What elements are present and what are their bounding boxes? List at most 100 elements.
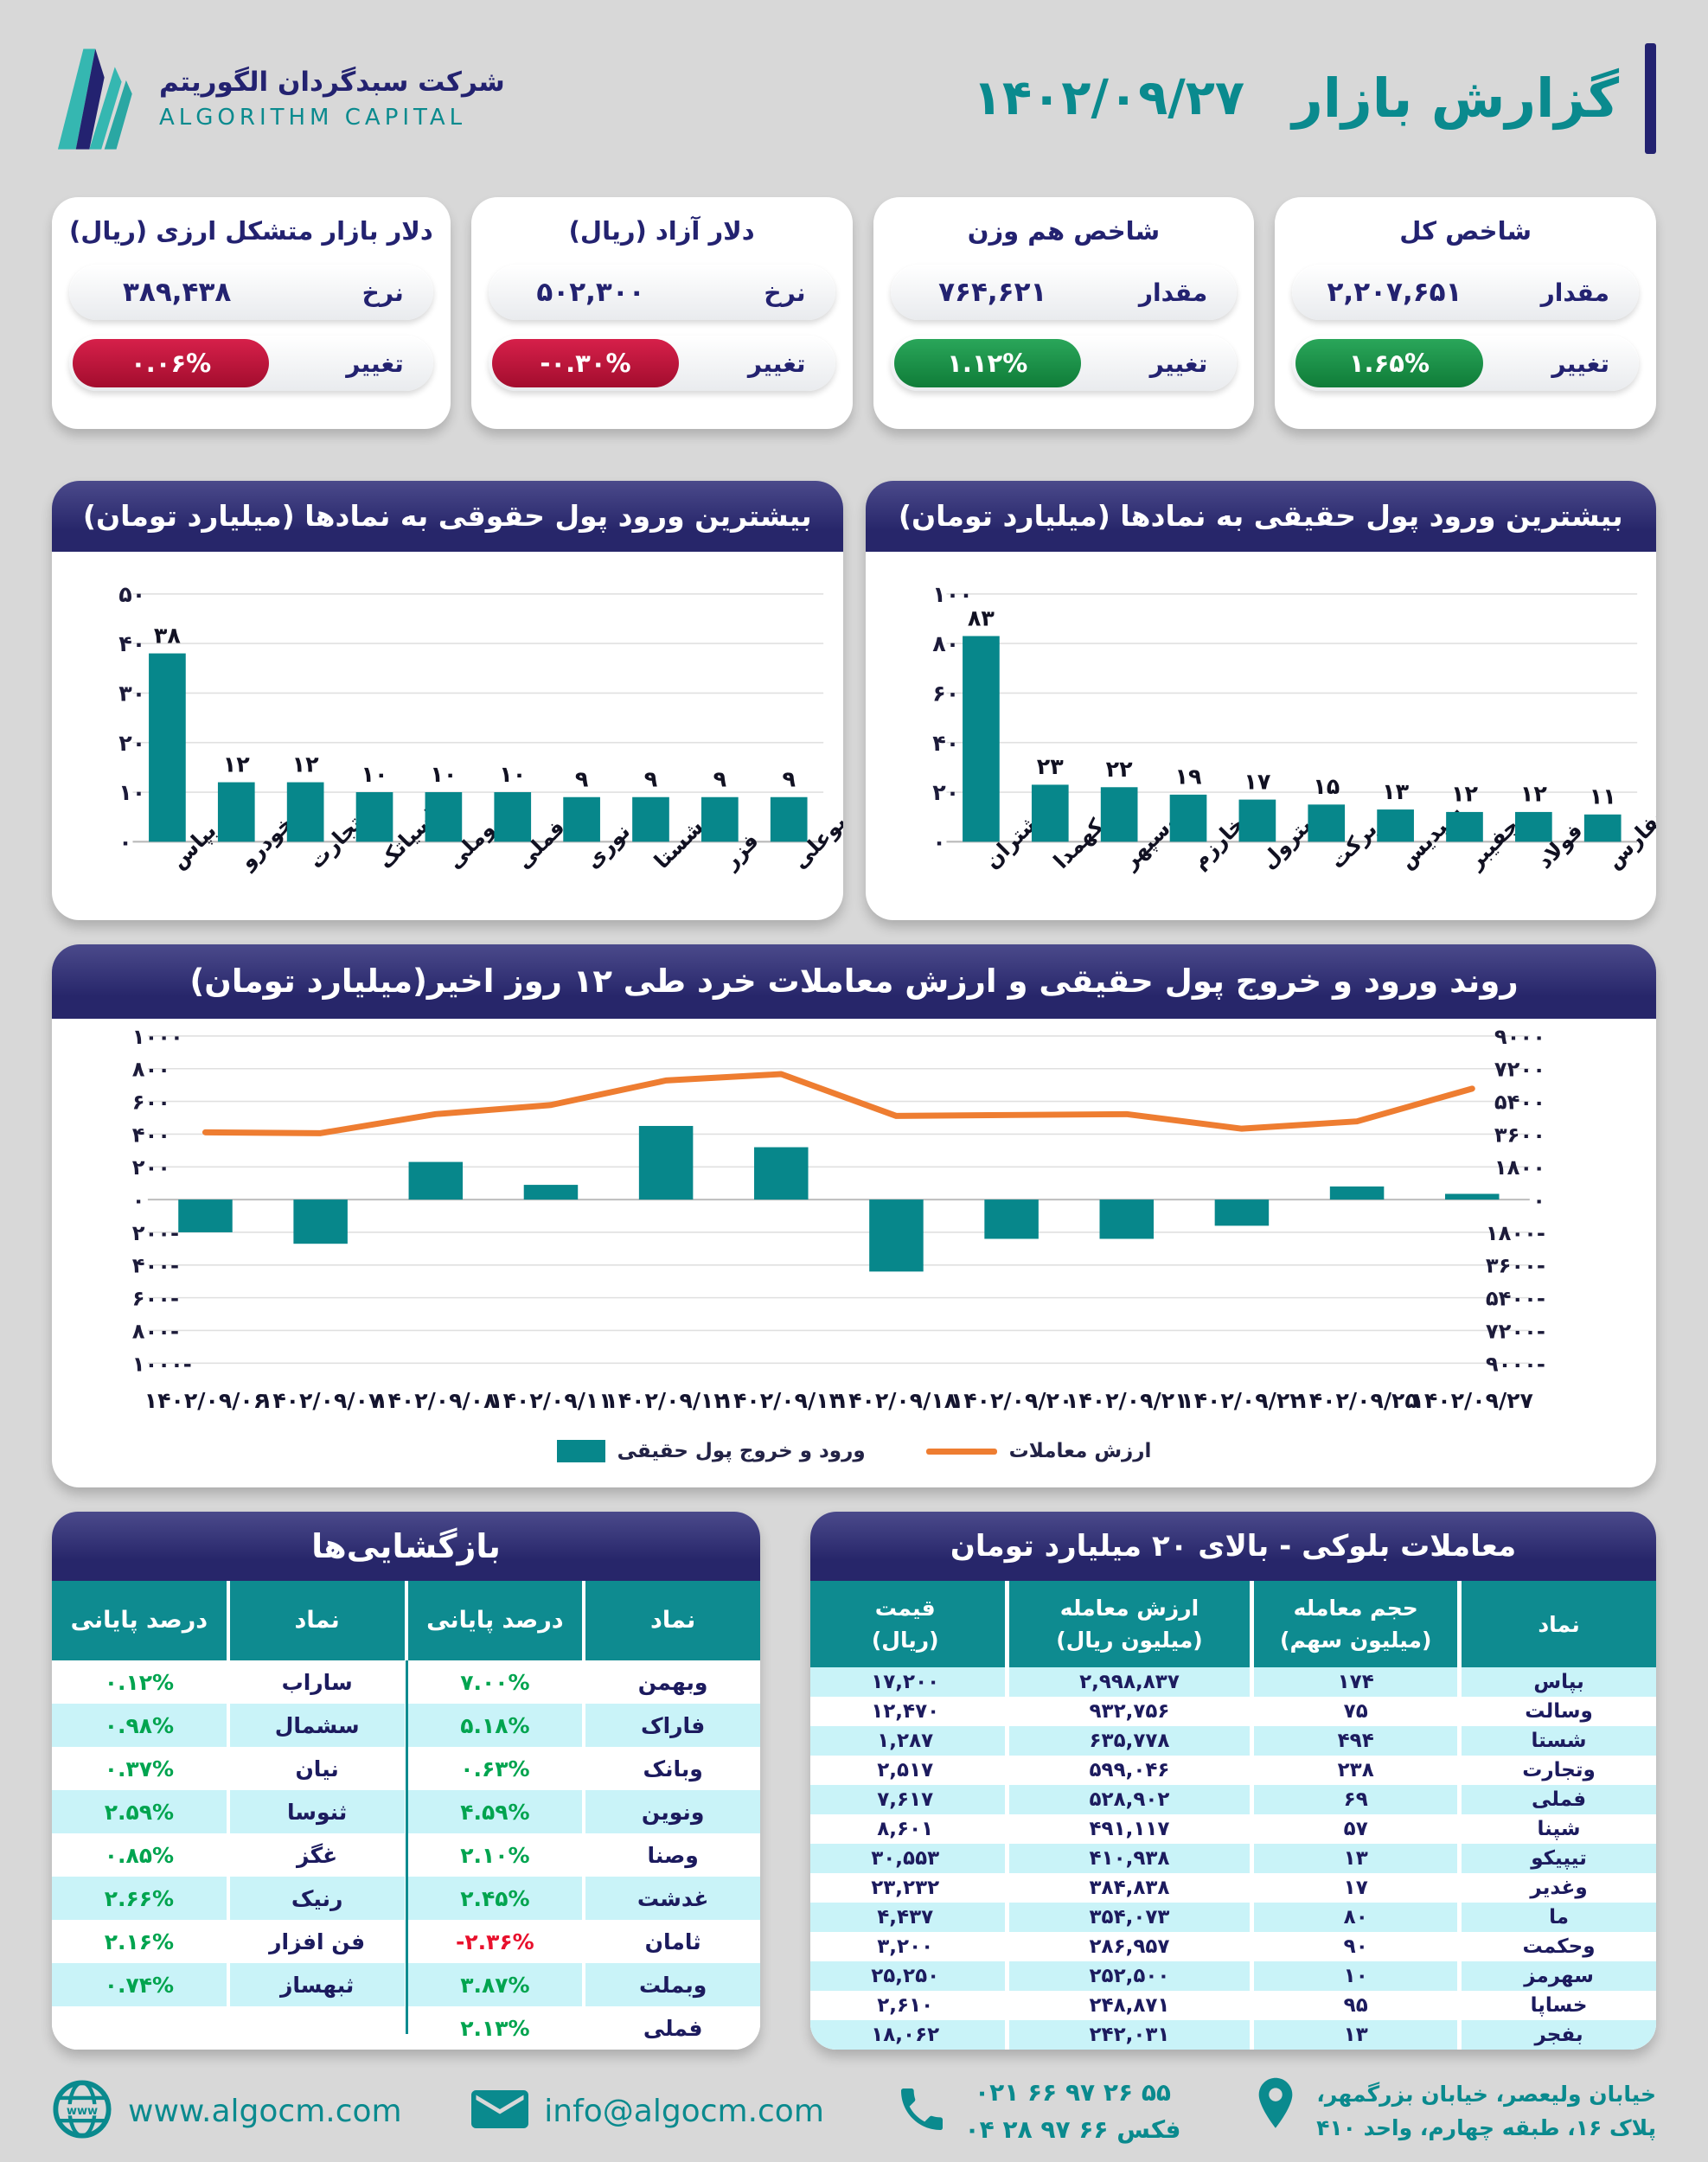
stat-change-badge: -۰.۳۰% xyxy=(491,339,680,387)
trend-bar xyxy=(754,1147,809,1200)
stat-value: ۷۶۴,۶۲۱ xyxy=(938,277,1047,308)
website-url[interactable]: www.algocm.com xyxy=(128,2093,402,2129)
right-axis-tick: -۳۶۰۰ xyxy=(1486,1254,1545,1278)
bar xyxy=(962,636,1000,842)
value-cell: ۳۵۴,۰۷۳ xyxy=(1008,1903,1251,1932)
page-title: گزارش بازار xyxy=(1292,67,1619,130)
address-line-2: پلاک ۱۶، طبقه چهارم، واحد ۴۱۰ xyxy=(1316,2115,1656,2140)
bar-value-label: ۱۵ xyxy=(1313,773,1340,799)
block-trade-row: وسالت ۷۵ ۹۳۲,۷۵۶ ۱۲,۴۷۰ xyxy=(810,1697,1656,1726)
symbol-cell: فملی xyxy=(585,2006,760,2050)
block-header-cell: قیمت (ریال) xyxy=(810,1581,1005,1667)
bar xyxy=(770,796,808,842)
trend-bar xyxy=(178,1199,233,1232)
stat-card: شاخص کل مقدار ۲,۲۰۷,۶۵۱ تغییر ۱.۶۵% xyxy=(1275,197,1656,429)
stat-value: ۵۰۲,۳۰۰ xyxy=(536,277,645,308)
value-cell: ۳۸۴,۸۳۸ xyxy=(1008,1873,1251,1903)
bar xyxy=(1514,811,1552,842)
legend-bar-label: ورود و خروج پول حقیقی xyxy=(617,1440,866,1462)
symbol-cell xyxy=(229,2006,405,2050)
value-cell: ۲۴۸,۸۷۱ xyxy=(1008,1991,1251,2020)
symbol-cell: وبهمن xyxy=(585,1660,760,1704)
bar-value-label: ۲۲ xyxy=(1105,756,1132,782)
date-label: ۱۴۰۲/۰۹/۱۲ xyxy=(605,1388,726,1413)
date-label: ۱۴۰۲/۰۹/۱۸ xyxy=(835,1388,957,1413)
symbol-cell: ثبهساز xyxy=(229,1963,405,2006)
y-tick-label: ۴۰ xyxy=(118,630,145,656)
stat-value-pill: نرخ ۳۸۹,۴۳۸ xyxy=(69,265,433,320)
stat-change-pill: تغییر -۰.۳۰% xyxy=(488,336,835,391)
report-date: ۱۴۰۲/۰۹/۲۷ xyxy=(972,70,1245,126)
volume-cell: ۱۷۴ xyxy=(1254,1667,1458,1697)
bar xyxy=(425,792,463,842)
bar-value-label: ۱۰ xyxy=(361,761,388,787)
trend-legend: ارزش معاملات ورود و خروج پول حقیقی xyxy=(52,1423,1656,1479)
reopenings-card: بازگشایی‌ها نماد درصد پایانی نماد درصد پایا… xyxy=(52,1512,760,2050)
bar xyxy=(1307,804,1345,842)
left-axis-tick: -۶۰۰ xyxy=(132,1287,179,1311)
block-trades-title: معاملات بلوکی - بالای ۲۰ میلیارد تومان xyxy=(810,1512,1656,1581)
trend-bar xyxy=(1099,1199,1155,1239)
volume-cell: ۹۰ xyxy=(1254,1932,1458,1961)
symbol-cell: نیان xyxy=(229,1747,405,1790)
value-cell: ۲۵۲,۵۰۰ xyxy=(1008,1961,1251,1991)
closing-percent-cell: ۰.۱۲% xyxy=(52,1660,227,1704)
line-swatch-icon xyxy=(925,1448,997,1455)
logo-shape-4 xyxy=(104,80,132,150)
left-axis-tick: ۲۰۰ xyxy=(132,1155,170,1180)
bar-value-label: ۱۱ xyxy=(1589,784,1615,809)
trend-card: روند ورود و خروج پول حقیقی و ارزش معاملا… xyxy=(52,944,1656,1487)
symbol-cell: تیپیکو xyxy=(1462,1844,1656,1873)
legal-inflow-card: بیشترین ورود پول حقوقی به نمادها (میلیار… xyxy=(52,481,843,920)
symbol-cell: غگز xyxy=(229,1833,405,1877)
reopening-row: وصنا ۲.۱۰% غگز ۰.۸۵% xyxy=(52,1833,760,1877)
bar xyxy=(217,782,255,842)
email-address[interactable]: info@algocm.com xyxy=(544,2093,824,2129)
bar xyxy=(701,796,739,842)
date-label: ۱۴۰۲/۰۹/۲۱ xyxy=(1065,1388,1187,1413)
trend-bar xyxy=(1329,1186,1385,1200)
bar-swatch-icon xyxy=(556,1440,605,1462)
trend-chart-body: ۱۰۰۰ ۹۰۰۰ ۸۰۰ ۷۲۰۰ ۶۰۰ ۵۴۰۰ ۴۰۰ ۳۶۰۰ ۲۰۰ ۱۸۰۰ ۰ ۰ -۲… xyxy=(52,1019,1656,1423)
left-axis-tick: -۴۰۰ xyxy=(132,1254,179,1278)
price-cell: ۲,۵۱۷ xyxy=(810,1756,1005,1785)
price-cell: ۳,۲۰۰ xyxy=(810,1932,1005,1961)
symbol-cell: وسالت xyxy=(1462,1697,1656,1726)
legend-item-line: ارزش معاملات xyxy=(925,1440,1151,1462)
title-accent-bar xyxy=(1645,42,1656,154)
left-axis-tick: ۶۰۰ xyxy=(132,1091,170,1115)
right-axis-tick: ۵۴۰۰ xyxy=(1494,1091,1545,1115)
stat-change-label: تغییر xyxy=(346,349,404,378)
right-axis-tick: ۷۲۰۰ xyxy=(1494,1058,1545,1082)
date-label: ۱۴۰۲/۰۹/۱۳ xyxy=(720,1388,842,1413)
stat-card: شاخص هم وزن مقدار ۷۶۴,۶۲۱ تغییر ۱.۱۲% xyxy=(873,197,1255,429)
bar-value-label: ۱۲ xyxy=(292,751,319,777)
y-tick-label: ۲۰ xyxy=(118,730,145,756)
trend-bar xyxy=(293,1199,348,1244)
company-name-en: ALGORITHM CAPITAL xyxy=(159,104,467,131)
closing-percent-cell xyxy=(52,2006,227,2050)
volume-cell: ۶۹ xyxy=(1254,1785,1458,1814)
bar xyxy=(1100,787,1137,842)
bar xyxy=(1238,799,1276,842)
symbol-cell: رنیک xyxy=(229,1877,405,1920)
page-footer: خیابان ولیعصر، خیابان بزرگمهر، پلاک ۱۶، … xyxy=(52,2072,1656,2150)
right-axis-tick: ۰ xyxy=(1532,1188,1545,1212)
left-axis-tick: ۴۰۰ xyxy=(132,1123,170,1148)
price-cell: ۲۵,۲۵۰ xyxy=(810,1961,1005,1991)
price-cell: ۴,۴۳۷ xyxy=(810,1903,1005,1932)
symbol-cell: سشمال xyxy=(229,1704,405,1747)
email-icon xyxy=(471,2085,529,2137)
left-axis-tick: -۱۰۰۰ xyxy=(132,1352,192,1376)
logo-shape-2 xyxy=(75,48,105,150)
date-label: ۱۴۰۲/۰۹/۱۱ xyxy=(489,1388,611,1413)
symbol-cell: شپنا xyxy=(1462,1814,1656,1844)
closing-percent-cell: ۰.۷۴% xyxy=(52,1963,227,2006)
fax-number: ۰۴ ۲۸ ۹۷ ۶۶ فکس xyxy=(964,2115,1181,2144)
svg-text:www: www xyxy=(67,2105,98,2118)
stat-value-label: نرخ xyxy=(361,278,404,307)
price-cell: ۷,۶۱۷ xyxy=(810,1785,1005,1814)
reopening-row: ثامان -۲.۳۶% فن افزار ۲.۱۶% xyxy=(52,1920,760,1963)
stat-card-title: شاخص هم وزن xyxy=(967,216,1161,246)
